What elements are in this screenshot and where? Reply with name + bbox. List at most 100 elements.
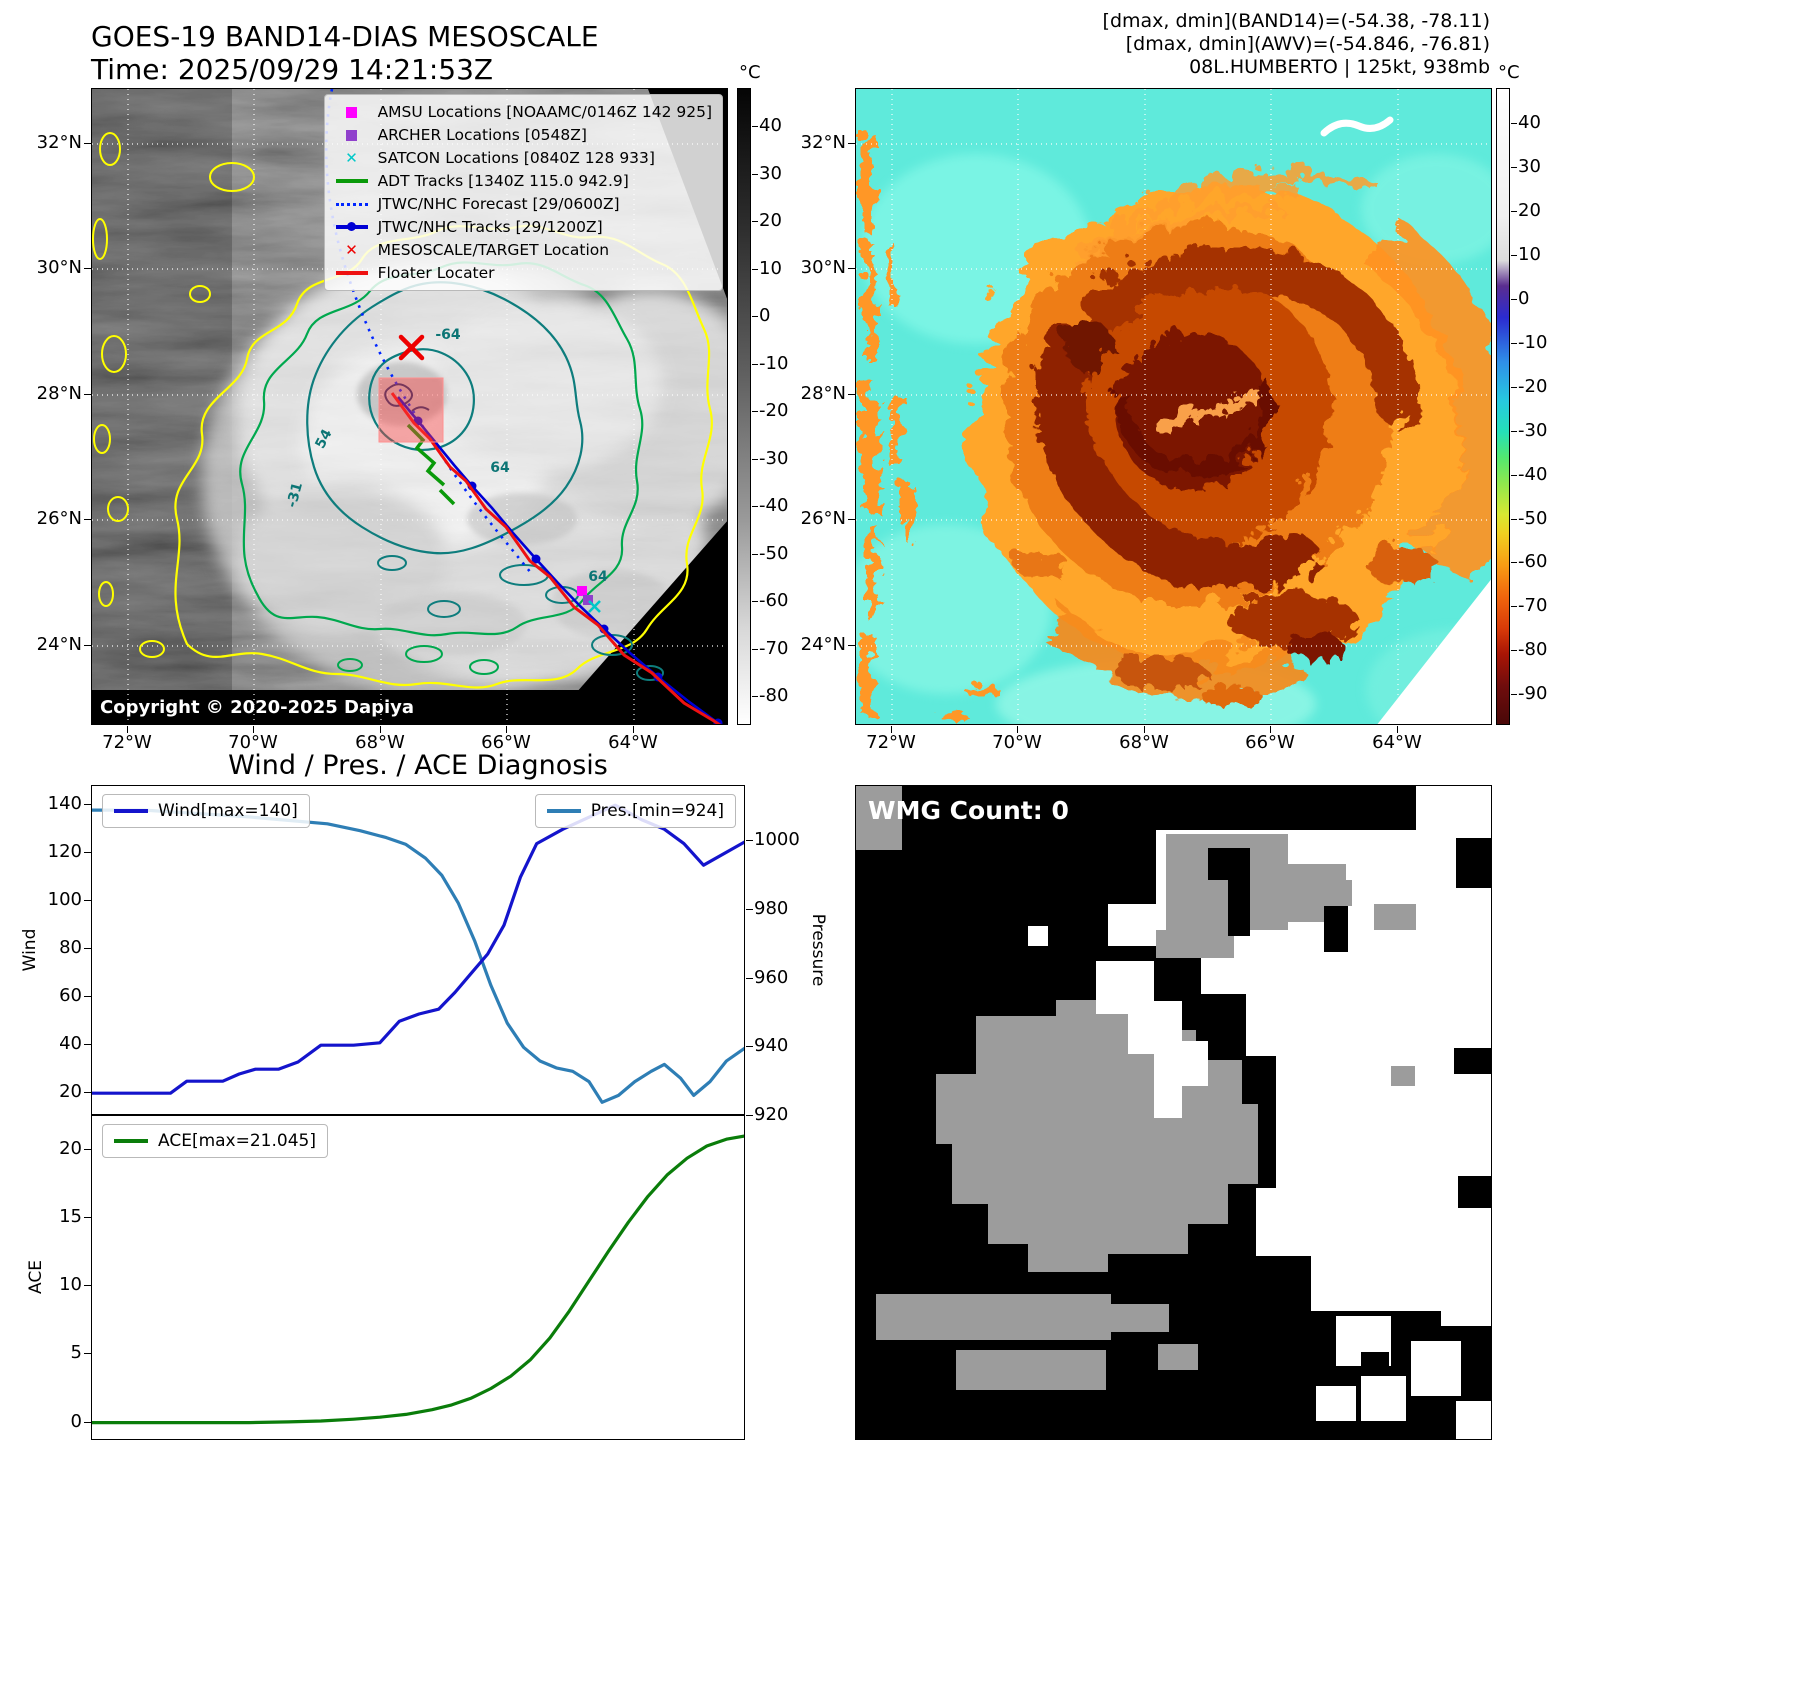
ir-lat-tick-label: 32°N [36,132,82,153]
mesoscale-target-box [378,377,444,443]
awv-colorbar-tick-label: -40 [1518,463,1548,485]
ir-colorbar-unit: °C [739,62,761,83]
ir-colorbar-tick-label: 30 [759,162,782,184]
high-cloud-streak [1320,116,1394,137]
wmg-count-label: WMG Count: 0 [868,796,1069,825]
tick-mark [1511,211,1517,212]
awv-colorbar-tick-label: 40 [1518,112,1541,134]
ace-chart: ACE[max=21.045] [91,1115,745,1440]
contour-label: -64 [435,327,461,343]
legend-item: JTWC/NHC Tracks [29/1200Z] [335,217,712,237]
awv-colorbar-tick-label: 30 [1518,156,1541,178]
awv-colorbar-tick-label: -10 [1518,331,1548,353]
awv-scene [856,89,1491,724]
tick-mark [84,1217,91,1219]
awv-lon-tick-label: 68°W [1119,732,1169,753]
tick-mark [1511,474,1517,476]
wmg-black-glyphs [1208,838,1491,1376]
wind-legend: Wind[max=140] [102,794,310,828]
tick-mark [633,726,634,733]
ace-tick-label: 15 [59,1206,82,1228]
legend-item: ✕ SATCON Locations [0840Z 128 933] [335,148,712,168]
tick-mark [848,143,855,144]
awv-lon-tick-label: 64°W [1372,732,1422,753]
ir-lon-tick-label: 64°W [608,732,658,753]
awv-lon-tick-label: 66°W [1245,732,1295,753]
legend-item-label: JTWC/NHC Forecast [29/0600Z] [377,195,620,213]
pressure-tick-label: 920 [754,1104,789,1125]
tick-mark [84,268,91,269]
legend-item: JTWC/NHC Forecast [29/0600Z] [335,194,712,214]
ir-lon-tick-label: 68°W [355,732,405,753]
awv-lon-tick-label: 70°W [992,732,1042,753]
pressure-tick-label: 1000 [754,829,800,850]
ir-colorbar-tick-label: 40 [759,115,782,137]
wind-tick-label: 140 [47,793,82,815]
tick-mark [1511,123,1517,125]
tick-mark [752,506,758,508]
ir-colorbar-tick-label: -10 [759,352,789,374]
wind-pressure-chart: Wind[max=140] Pres.[min=924] [91,785,745,1115]
ir-legend: AMSU Locations [NOAAMC/0146Z 142 925] ARC… [323,94,723,291]
tick-mark [752,126,758,128]
x-marker-icon: ✕ [345,149,358,167]
square-marker-icon [335,106,369,118]
awv-lat-tick-label: 32°N [800,132,846,153]
wmg-mask-image [856,786,1491,1439]
ace-tick-label: 5 [70,1342,82,1364]
ir-lon-tick-label: 72°W [102,732,152,753]
tick-mark [127,726,128,733]
dmax-dmin-band14-readout: [dmax, dmin](BAND14)=(-54.38, -78.11) [1102,10,1490,32]
archer-marker-icon [583,595,593,605]
awv-colorbar-tick-label: -70 [1518,595,1548,617]
legend-item-label: ADT Tracks [1340Z 115.0 942.9] [377,172,629,190]
tick-mark [752,268,758,270]
legend-item-label: SATCON Locations [0840Z 128 933] [377,149,655,167]
ace-tick-label: 0 [70,1410,82,1432]
pressure-axis-label: Pressure [808,913,828,987]
awv-colorbar-tick-label: 0 [1518,287,1530,309]
awv-colorbar-unit: °C [1498,62,1520,83]
tick-mark [1144,726,1145,733]
legend-item-label: AMSU Locations [NOAAMC/0146Z 142 925] [377,103,712,121]
legend-item: ARCHER Locations [0548Z] [335,125,712,145]
awv-colorbar [1496,88,1510,725]
ir-colorbar-tick-label: 20 [759,210,782,232]
tick-mark [84,900,91,902]
tick-mark [848,394,855,395]
wind-tick-label: 40 [59,1033,82,1055]
ir-contours [92,132,713,689]
tick-mark [1511,386,1517,388]
tick-mark [848,268,855,269]
ir-colorbar-tick-label: -80 [759,685,789,707]
ace-axis-label: ACE [26,1260,46,1294]
tick-mark [752,601,758,603]
ir-satellite-image: AMSU Locations [NOAAMC/0146Z 142 925] ARC… [91,88,728,725]
ir-panel-timestamp: Time: 2025/09/29 14:21:53Z [91,53,494,86]
tick-mark [84,804,91,806]
wmg-panel: WMG Count: 0 [855,785,1492,1440]
ir-colorbar [737,88,751,725]
tick-mark [1511,694,1517,696]
tick-mark [84,645,91,646]
wind-axis-label: Wind [20,928,40,972]
ir-lat-tick-label: 28°N [36,383,82,404]
tick-mark [84,143,91,144]
line-marker-icon [335,271,369,275]
tick-mark [752,648,758,650]
tick-mark [84,1149,91,1151]
tick-mark [746,840,753,841]
awv-colorbar-tick-label: -90 [1518,683,1548,705]
wind-pressure-lines [92,803,744,1104]
square-marker-icon [335,129,369,141]
ir-colorbar-tick-label: -20 [759,400,789,422]
tick-mark [752,173,758,175]
wmg-clear-band [1096,961,1208,1118]
ir-colorbar-tick-label: 10 [759,257,782,279]
awv-colorbar-tick-label: -60 [1518,551,1548,573]
ace-legend: ACE[max=21.045] [102,1124,328,1158]
ir-lon-tick-label: 66°W [481,732,531,753]
pressure-legend-label: Pres.[min=924] [590,801,724,821]
legend-item-label: MESOSCALE/TARGET Location [377,241,610,259]
tick-mark [1270,726,1271,733]
